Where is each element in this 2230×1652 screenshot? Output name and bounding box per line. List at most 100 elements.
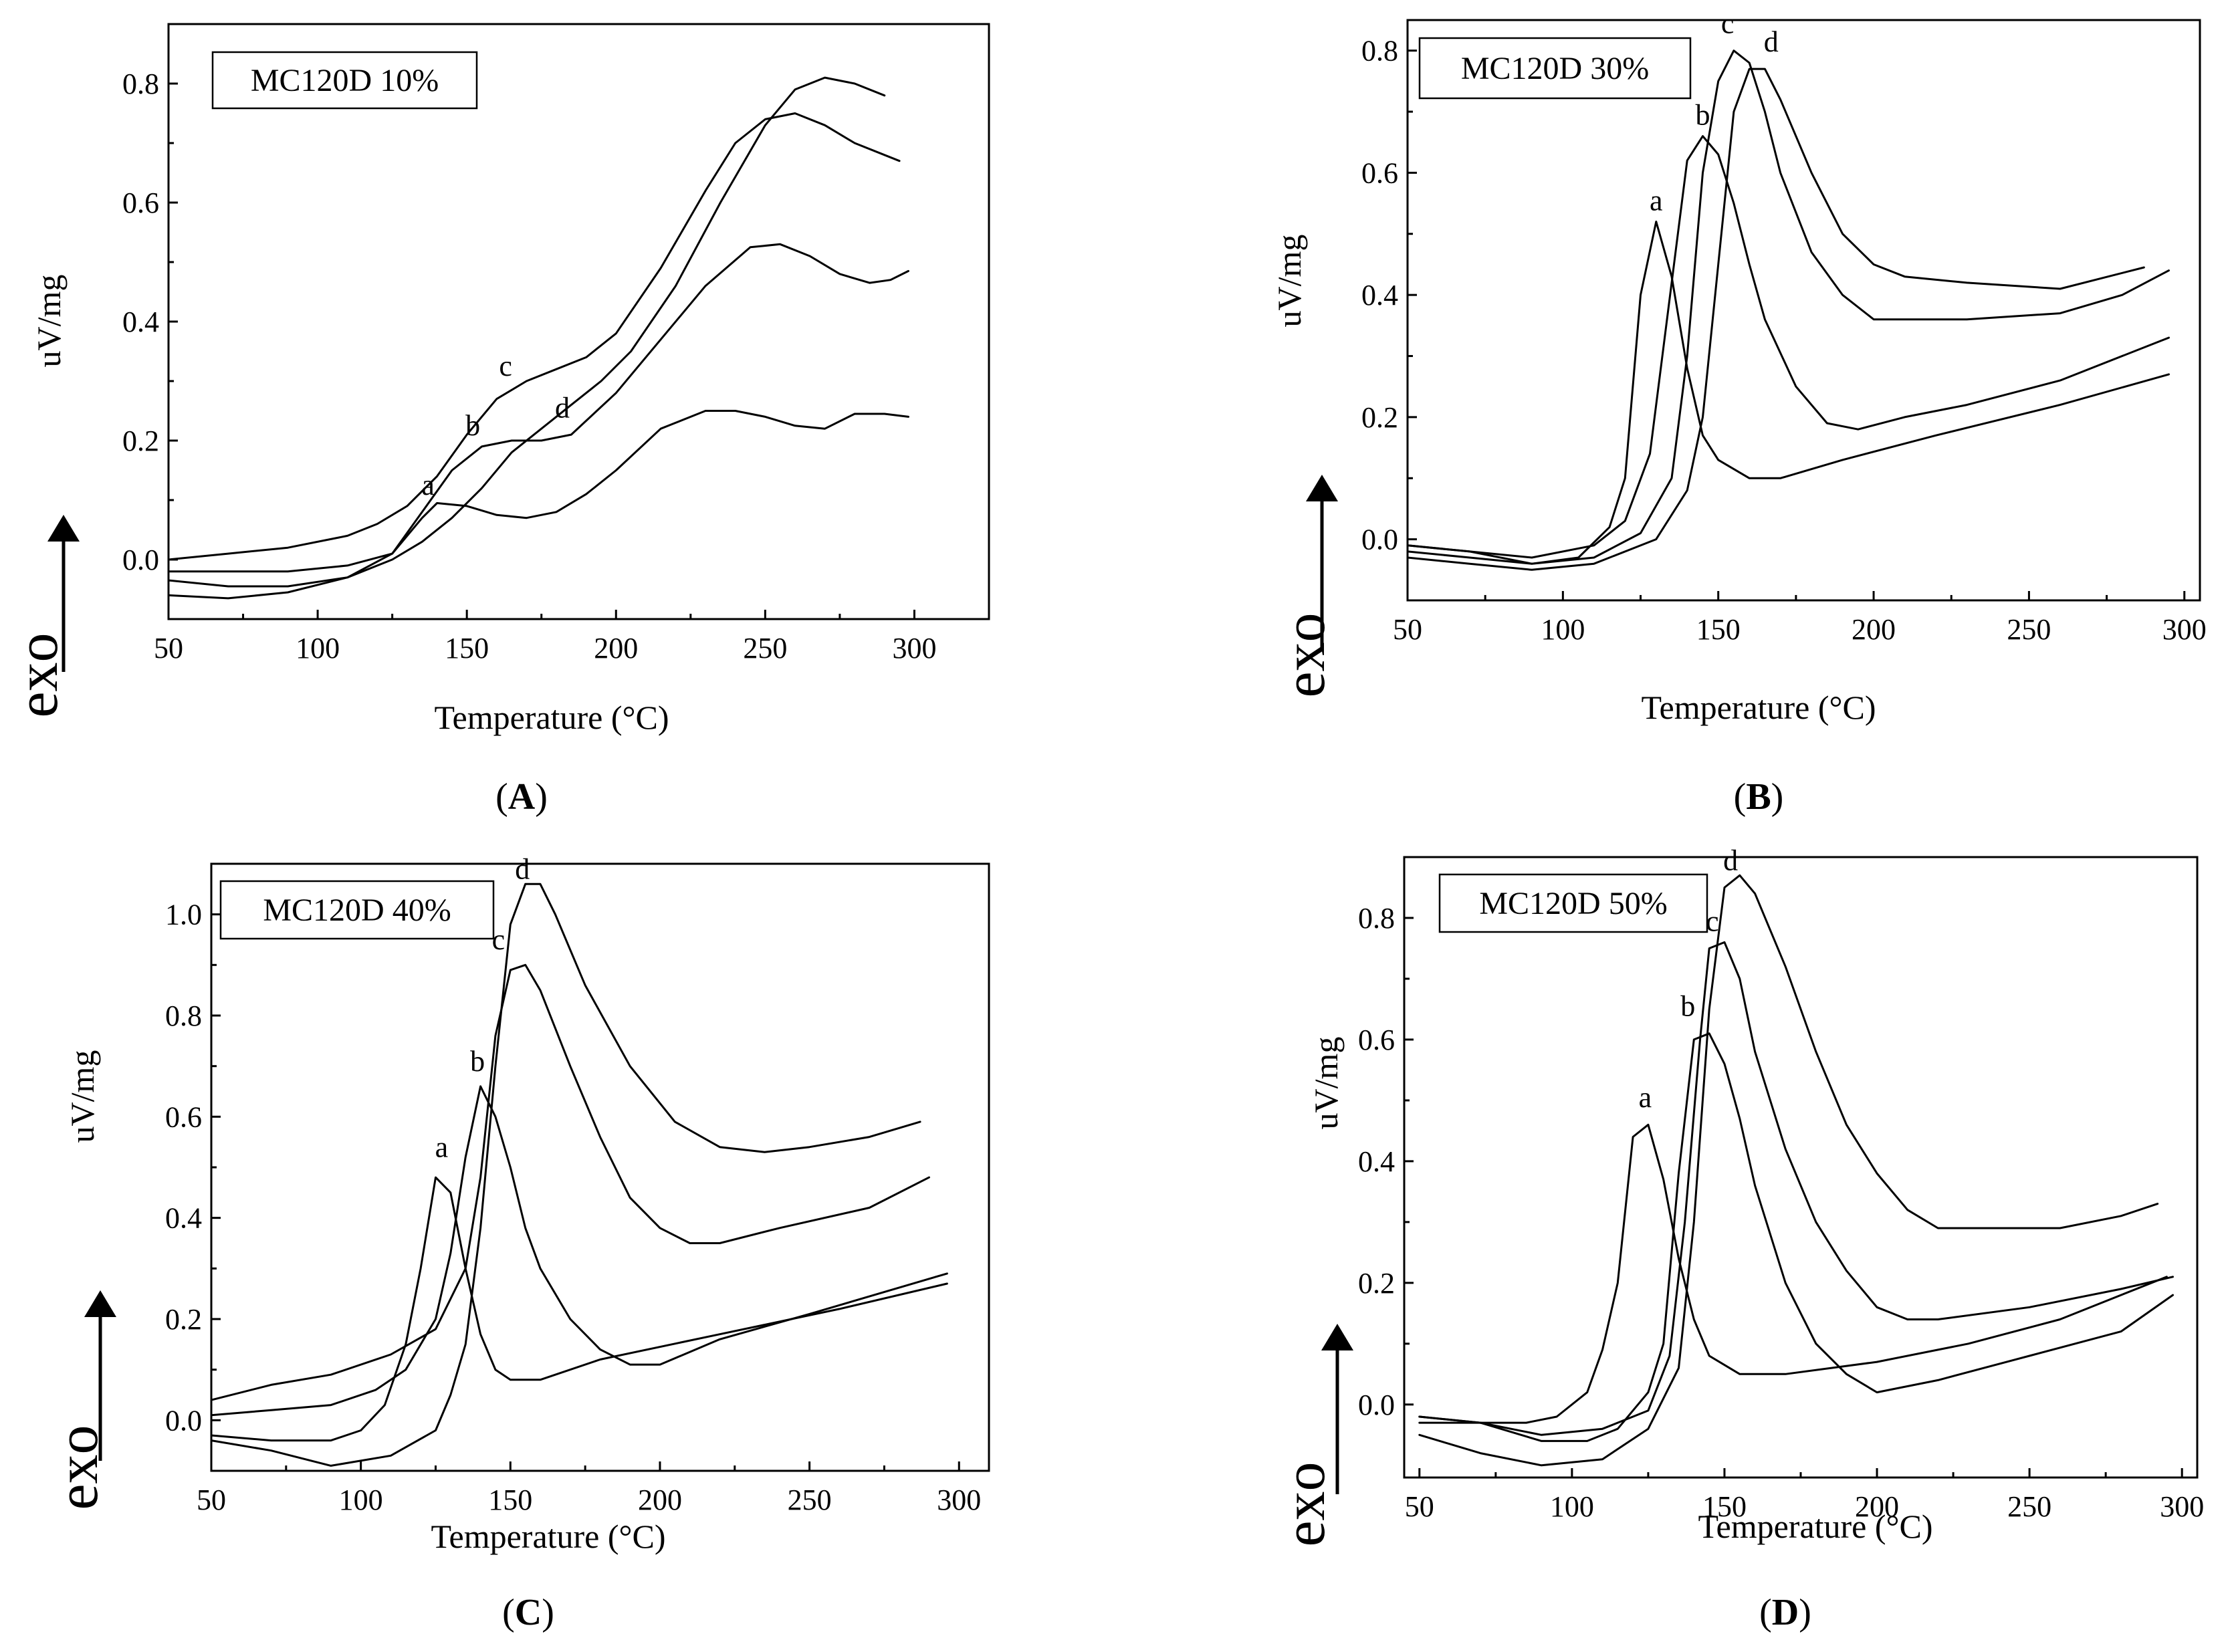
y-tick-label: 0.4	[1361, 279, 1398, 312]
exo-arrow-head	[84, 1290, 116, 1317]
curve-label-d: d	[1723, 844, 1738, 876]
curve-label-c: c	[1706, 905, 1719, 937]
curve-label-c: c	[492, 923, 506, 956]
series-line-d	[1418, 874, 2159, 1467]
x-axis-label: Temperature (°C)	[1641, 689, 1876, 726]
curve-label-d: d	[1764, 25, 1779, 58]
y-axis-label: uV/mg	[30, 275, 68, 368]
legend-label: MC120D 40%	[263, 893, 451, 928]
curve-label-a: a	[1650, 184, 1663, 217]
caption-close-paren: )	[1771, 776, 1784, 818]
x-tick-label: 200	[1852, 613, 1896, 646]
series-line-d	[167, 76, 886, 600]
series-line-b	[1418, 1032, 2174, 1442]
y-tick-label: 0.4	[1358, 1145, 1395, 1178]
y-tick-label: 0.6	[1361, 156, 1398, 189]
legend-box	[1438, 873, 1708, 933]
panel-caption: (B)	[1734, 776, 1784, 818]
curve-label-c: c	[499, 350, 512, 382]
x-axis-label: Temperature (°C)	[431, 1518, 665, 1555]
x-tick-label: 100	[296, 632, 340, 665]
caption-close-paren: )	[1799, 1592, 1811, 1633]
caption-open-paren: (	[1734, 776, 1747, 818]
legend-label: MC120D 50%	[1479, 886, 1667, 921]
legend-box	[219, 880, 495, 940]
curve-label-d: d	[515, 852, 530, 885]
caption-open-paren: (	[495, 776, 508, 818]
curve-label-c: c	[1721, 7, 1735, 39]
y-tick-label: 0.0	[165, 1404, 202, 1437]
exo-label: exo	[1272, 1461, 1337, 1546]
panel-caption: (D)	[1759, 1592, 1811, 1633]
y-tick-label: 0.8	[1361, 35, 1398, 68]
x-tick-label: 250	[788, 1484, 832, 1516]
curve-label-b: b	[465, 409, 480, 442]
chart-panel-a: 50 100 150 200 250 300 0.0 0.2 0.4 0.6 0.8 a b c d MC12…	[0, 0, 1110, 832]
x-tick-label: 300	[2162, 613, 2207, 646]
y-tick-label: 0.8	[1358, 902, 1395, 935]
y-tick-label: 0.2	[122, 425, 159, 457]
series-line-c	[1406, 49, 2170, 565]
curve-label-a: a	[435, 1131, 449, 1163]
series-line-d	[1406, 68, 2145, 571]
y-axis-label: uV/mg	[1307, 1037, 1345, 1130]
plot-frame	[1406, 19, 2201, 602]
plot-frame	[210, 862, 990, 1472]
x-tick-label: 200	[638, 1484, 682, 1516]
y-tick-label: 0.6	[1358, 1024, 1395, 1056]
series-line-b	[1406, 135, 2170, 559]
x-tick-label: 200	[594, 632, 638, 665]
caption-letter: D	[1772, 1592, 1799, 1633]
chart-svg-a: 50 100 150 200 250 300 0.0 0.2 0.4 0.6 0.8 abc d MC12…	[5, 23, 990, 818]
x-tick-label: 150	[1702, 1490, 1747, 1523]
x-tick-label: 50	[1393, 613, 1422, 646]
x-tick-label: 300	[892, 632, 936, 665]
y-tick-label: 0.2	[165, 1303, 202, 1336]
series-line-a	[210, 1176, 948, 1442]
x-tick-label: 100	[339, 1484, 383, 1516]
panel-caption: (A)	[495, 776, 548, 818]
series-line-c	[210, 963, 930, 1401]
exo-label: exo	[5, 632, 70, 717]
exo-arrow-head	[47, 515, 80, 542]
caption-letter: C	[515, 1592, 542, 1633]
chart-panel-d: 50 100 150 200 250 300 0.0 0.2 0.4 0.6 0.8 a b c d MC12…	[1117, 829, 2230, 1652]
y-tick-label: 0.6	[165, 1100, 202, 1133]
caption-close-paren: )	[542, 1592, 554, 1633]
y-tick-label: 0.0	[122, 544, 159, 576]
exo-label: exo	[45, 1425, 110, 1510]
y-tick-label: 0.0	[1361, 523, 1398, 556]
x-tick-label: 50	[1405, 1490, 1434, 1523]
x-tick-label: 100	[1541, 613, 1585, 646]
curve-label-b: b	[1680, 990, 1695, 1023]
x-tick-label: 300	[2160, 1490, 2204, 1523]
caption-open-paren: (	[1759, 1592, 1772, 1633]
series-line-a	[1418, 1123, 2168, 1424]
legend-label: MC120D 30%	[1461, 51, 1649, 86]
caption-letter: A	[508, 776, 536, 818]
y-tick-label: 0.8	[165, 999, 202, 1032]
x-axis-label: Temperature (°C)	[1698, 1508, 1932, 1545]
y-tick-label: 0.2	[1358, 1267, 1395, 1300]
y-axis-label: uV/mg	[1270, 235, 1308, 328]
chart-svg-d: 50 100 150 200 250 300 0.0 0.2 0.4 0.6 0.8 a b cd MC12…	[1272, 844, 2204, 1633]
series-line-d	[210, 882, 921, 1467]
series-line-b	[210, 1085, 948, 1417]
y-axis-label: uV/mg	[64, 1050, 101, 1143]
y-tick-label: 0.8	[122, 68, 159, 100]
series-line-a	[1406, 221, 2170, 565]
panel-caption: (C)	[502, 1592, 554, 1633]
chart-panel-b: 50 100 150 200 250 300 0.0 0.2 0.4 0.6 0.8 a b c d MC12…	[1117, 0, 2230, 832]
y-tick-label: 0.6	[122, 187, 159, 219]
series-line-a	[167, 410, 909, 573]
curve-label-d: d	[555, 391, 570, 424]
chart-panel-c: 50 100 150 200 250 300 0.0 0.2 0.4 0.6 0.8 1.0 a b c d M…	[0, 829, 1110, 1652]
x-axis-label: Temperature (°C)	[434, 699, 669, 736]
y-tick-label: 0.4	[165, 1202, 202, 1235]
curve-label-b: b	[470, 1045, 485, 1078]
chart-svg-b: 50 100 150 200 250 300 0.0 0.2 0.4 0.6 0.8 a b cd MC12…	[1270, 7, 2207, 818]
x-tick-label: 50	[197, 1484, 226, 1516]
x-tick-label: 100	[1550, 1490, 1594, 1523]
plot-frame	[1403, 856, 2199, 1479]
x-tick-label: 300	[937, 1484, 981, 1516]
